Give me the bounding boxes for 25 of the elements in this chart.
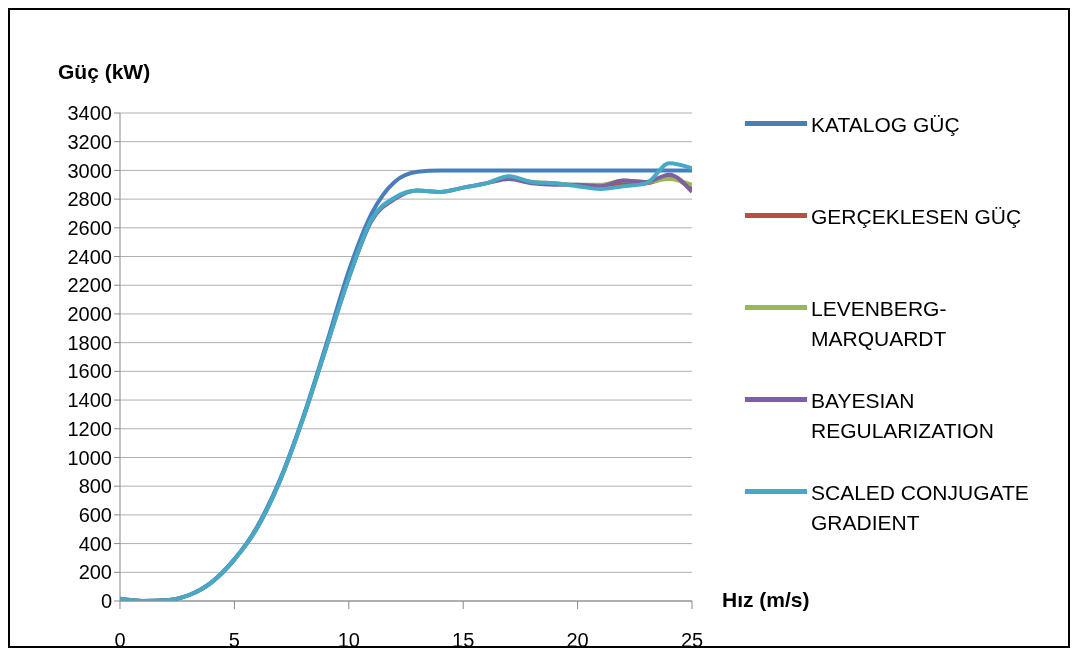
y-tick-label: 2600: [67, 216, 112, 239]
y-tick-label: 2200: [67, 274, 112, 297]
legend-label: SCALED CONJUGATE GRADIENT: [811, 480, 1030, 536]
y-axis-title: Güç (kW): [58, 60, 151, 84]
y-tick-label: 2400: [67, 245, 112, 268]
y-tick-label: 0: [100, 590, 112, 613]
legend-label: BAYESIAN REGULARIZATION: [811, 388, 995, 444]
y-tick-label: 1600: [67, 360, 112, 383]
y-tick-label: 800: [78, 475, 112, 498]
y-tick-label: 3000: [67, 159, 112, 182]
y-tick-label: 600: [78, 503, 112, 526]
y-tick-label: 1800: [67, 331, 112, 354]
legend-label: LEVENBERG-MARQUARDT: [811, 296, 948, 352]
y-tick-label: 3400: [67, 102, 112, 125]
y-tick-label: 1400: [67, 389, 112, 412]
y-tick-label: 2000: [67, 303, 112, 326]
y-tick-label: 1000: [67, 446, 112, 469]
x-axis-title: Hız (m/s): [722, 588, 810, 612]
y-tick-label: 2800: [67, 188, 112, 211]
y-tick-label: 400: [78, 532, 112, 555]
y-tick-label: 200: [78, 561, 112, 584]
legend-label: GERÇEKLESEN GÜÇ: [811, 204, 1023, 230]
y-tick-label: 3200: [67, 130, 112, 153]
y-tick-label: 1200: [67, 417, 112, 440]
legend-label: KATALOG GÜÇ: [811, 112, 961, 138]
